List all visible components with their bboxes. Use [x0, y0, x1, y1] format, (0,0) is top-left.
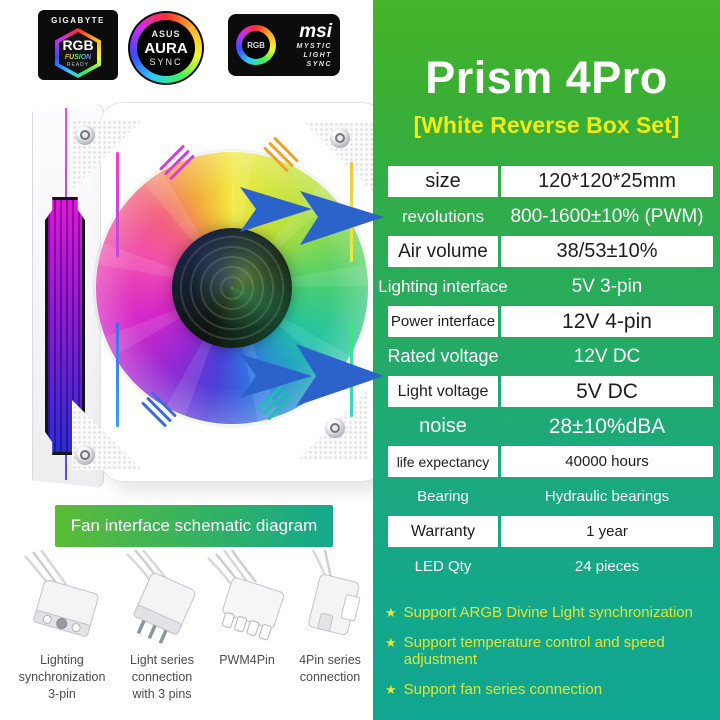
spec-row-air-volume: Air volume 38/53±10% — [388, 236, 713, 267]
rgb-fusion-fusion-text: FUSION — [62, 54, 93, 61]
spec-value: Hydraulic bearings — [544, 488, 670, 505]
spec-label: Warranty — [388, 516, 498, 547]
spec-label: Air volume — [388, 236, 498, 267]
feature-item: ★ Support fan series connection — [385, 681, 715, 698]
spec-label: noise — [419, 415, 467, 437]
rgb-fusion-emblem-icon: RGB FUSION READY — [55, 28, 101, 78]
rgb-fusion-emblem-inner — [59, 32, 97, 74]
connector-label: Light series connection with 3 pins — [130, 653, 194, 701]
msi-light-text: LIGHT — [303, 52, 332, 59]
spec-value: 38/53±10% — [501, 236, 713, 267]
schematic-banner: Fan interface schematic diagram — [55, 505, 333, 547]
spec-value: 800-1600±10% (PWM) — [510, 205, 704, 227]
spec-label: LED Qty — [414, 558, 472, 575]
spec-row-noise: noise 28±10%dBA — [388, 411, 713, 442]
spec-label: Bearing — [417, 488, 469, 505]
spec-row-led-qty: LED Qty 24 pieces — [388, 551, 713, 582]
msi-mystic-light-badge: RGB msi MYSTIC LIGHT SYNC — [228, 14, 340, 76]
feature-item: ★ Support ARGB Divine Light synchronizat… — [385, 604, 715, 621]
aura-sync-text: SYNC — [149, 56, 183, 67]
product-title: Prism 4Pro — [425, 52, 668, 103]
spec-row-rated-voltage: Rated voltage 12V DC — [387, 341, 713, 372]
spec-value: 12V 4-pin — [501, 306, 713, 337]
msi-rgb-ring-icon: RGB — [236, 25, 276, 65]
connector-pwm-4pin-icon — [207, 550, 284, 641]
spec-label: Power interface — [388, 306, 498, 337]
asus-logo-text: ASUS — [151, 28, 181, 39]
star-icon: ★ — [385, 682, 397, 697]
spec-row-size: size 120*120*25mm — [388, 166, 713, 197]
fan-screw-hole — [75, 125, 95, 145]
schematic-banner-text: Fan interface schematic diagram — [70, 516, 318, 535]
airflow-arrows-top-icon — [240, 187, 384, 245]
asus-aura-sync-badge: ASUS AURA SYNC — [128, 11, 204, 85]
spec-row-revolutions: revolutions 800-1600±10% (PWM) — [388, 201, 713, 232]
fan-screw-hole — [330, 128, 350, 148]
spec-label: life expectancy — [388, 446, 498, 477]
msi-mystic-text: MYSTIC — [296, 43, 332, 50]
spec-value: 5V 3-pin — [571, 275, 643, 297]
spec-panel: Prism 4Pro [White Reverse Box Set] size … — [373, 0, 720, 720]
star-icon: ★ — [385, 605, 397, 620]
spec-value: 24 pieces — [574, 558, 640, 575]
rgb-fusion-ready-text: READY — [66, 62, 90, 68]
fan-edge-accent — [116, 322, 119, 427]
feature-text: Support temperature control and speed ad… — [403, 634, 665, 668]
spec-value: 40000 hours — [501, 446, 713, 477]
fan-rgb-blades — [96, 152, 368, 424]
spec-label: Rated voltage — [387, 346, 499, 366]
connector-label: Lighting synchronization 3-pin — [18, 653, 106, 701]
spec-row-power-interface: Power interface 12V 4-pin — [388, 306, 713, 337]
fan-screw-hole — [325, 418, 345, 438]
spec-row-warranty: Warranty 1 year — [388, 516, 713, 547]
spec-row-lighting-interface: Lighting interface 5V 3-pin — [378, 271, 713, 302]
spec-label: Lighting interface — [378, 276, 508, 296]
star-icon: ★ — [385, 635, 397, 650]
gigabyte-logo-text: GIGABYTE — [51, 16, 105, 25]
spec-label: revolutions — [401, 206, 485, 226]
fan-hub — [172, 228, 292, 348]
connector-4pin-series-icon — [308, 550, 361, 636]
fan-product-image — [12, 92, 384, 496]
feature-list: ★ Support ARGB Divine Light synchronizat… — [385, 604, 715, 711]
airflow-arrows-bottom-icon — [240, 344, 384, 406]
spec-value: 12V DC — [573, 345, 641, 367]
aura-text: AURA — [144, 39, 188, 57]
rgb-fusion-rgb-text: RGB — [62, 37, 94, 53]
spec-row-life-expectancy: life expectancy 40000 hours — [388, 446, 713, 477]
product-variant-subtitle: [White Reverse Box Set] — [413, 112, 680, 138]
fan-screw-hole — [75, 445, 95, 465]
spec-row-light-voltage: Light voltage 5V DC — [388, 376, 713, 407]
feature-item: ★ Support temperature control and speed … — [385, 634, 715, 668]
fan-edge-accent — [116, 152, 119, 257]
connector-label: 4Pin series connection — [299, 653, 361, 684]
feature-text: Support ARGB Divine Light synchronizatio… — [403, 604, 693, 621]
connector-3pin-female-icon — [24, 550, 99, 637]
msi-logo-text: msi — [299, 21, 332, 42]
spec-row-bearing: Bearing Hydraulic bearings — [388, 481, 713, 512]
spec-label: size — [388, 166, 498, 197]
feature-text: Support fan series connection — [403, 681, 603, 698]
msi-rgb-text: RGB — [242, 31, 270, 59]
spec-value: 28±10%dBA — [548, 414, 666, 438]
connector-3pin-male-icon — [126, 550, 196, 644]
spec-value: 1 year — [501, 516, 713, 547]
gigabyte-rgb-fusion-badge: GIGABYTE RGB FUSION READY — [38, 10, 118, 80]
connector-label: PWM4Pin — [219, 653, 275, 667]
spec-label: Light voltage — [388, 376, 498, 407]
spec-value: 5V DC — [501, 376, 713, 407]
spec-value: 120*120*25mm — [501, 166, 713, 197]
msi-sync-text: SYNC — [306, 61, 332, 68]
